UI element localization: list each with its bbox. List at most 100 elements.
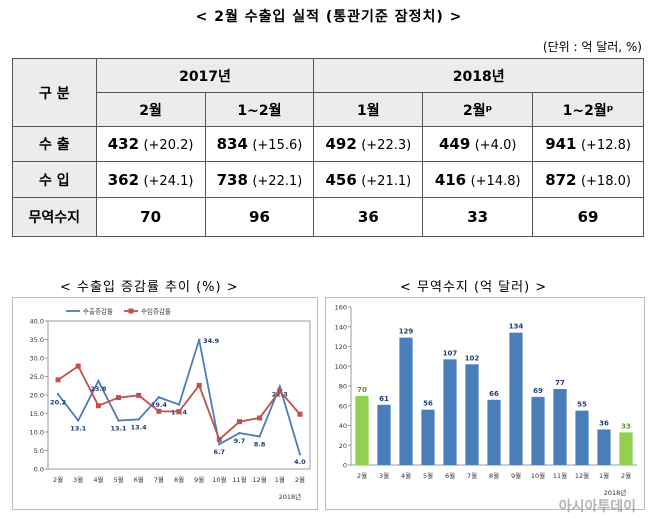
data-label: 56: [423, 400, 433, 408]
table-cell: 96: [204, 197, 315, 237]
x-tick-label: 2월: [357, 471, 367, 480]
table-cell: 456 (+21.1): [313, 161, 424, 198]
table-cell: 738 (+22.1): [204, 161, 315, 198]
x-tick-label: 11월: [232, 475, 246, 484]
y-tick-label: 20.0: [30, 392, 44, 400]
x-tick-label: 3월: [73, 475, 83, 484]
legend-swatch: [128, 308, 134, 314]
y-tick-label: 160: [335, 304, 347, 312]
data-label: 102: [465, 354, 480, 362]
point: [298, 453, 302, 456]
point: [177, 403, 181, 406]
data-label: 6.7: [214, 448, 226, 456]
point: [236, 419, 242, 425]
y-tick-label: 40.0: [30, 318, 44, 326]
y-tick-label: 80: [339, 383, 347, 391]
x-tick-label: 5월: [113, 475, 123, 484]
x-tick-label: 8월: [489, 471, 499, 480]
point: [117, 419, 120, 422]
period-header: 1~2월ᵖ: [532, 92, 644, 127]
corner-cell: 구 분: [12, 58, 97, 127]
x-tick-label: 12월: [575, 471, 589, 480]
chart-frame: [12, 297, 318, 510]
point: [216, 436, 222, 442]
cell-value: 70: [140, 208, 162, 226]
cell-change: (+15.6): [252, 138, 303, 153]
table-cell: 492 (+22.3): [313, 126, 424, 162]
y-tick-label: 30.0: [30, 355, 44, 363]
x-tick-label: 2월: [295, 475, 305, 484]
point: [196, 382, 202, 388]
bar: [421, 409, 435, 465]
point: [277, 388, 283, 394]
data-label: 55: [577, 401, 587, 409]
data-label: 19.4: [151, 401, 168, 409]
cell-change: (+20.2): [143, 138, 194, 153]
cell-change: (+22.1): [252, 173, 303, 189]
data-label: 61: [379, 395, 389, 403]
x-tick-label: 10월: [531, 471, 545, 480]
bar: [377, 404, 391, 465]
bar: [399, 337, 413, 465]
y-tick-label: 100: [335, 363, 347, 371]
data-label: 33: [621, 422, 631, 430]
x-tick-label: 4월: [401, 471, 411, 480]
table-cell: 834 (+15.6): [204, 126, 315, 162]
chart-title: < 수출입 증감률 추이 (%) >: [60, 280, 239, 295]
point: [157, 396, 161, 399]
point: [258, 435, 261, 438]
y-tick-label: 140: [335, 323, 347, 331]
data-label: 23.8: [90, 385, 107, 393]
table-cell: 362 (+24.1): [95, 161, 206, 198]
x-tick-label: 11월: [553, 471, 567, 480]
x-tick-label: 12월: [252, 475, 266, 484]
data-label: 66: [489, 390, 499, 398]
cell-value: 96: [249, 208, 270, 226]
trade-table: 구 분 2017년 2018년 2월 1~2월 1월 2월ᵖ 1~2월ᵖ 수 출…: [12, 58, 644, 237]
point: [77, 419, 80, 422]
x-tick-label: 3월: [379, 471, 389, 480]
unit-note: (단위 : 억 달러, %): [542, 40, 642, 54]
table-cell: 449 (+4.0): [422, 126, 534, 162]
table-cell: 69: [532, 197, 644, 237]
cell-change: (+24.1): [143, 173, 194, 189]
legend-label: 수출증감률: [83, 307, 113, 316]
x-tick-label: 7월: [467, 471, 477, 480]
chart-title: < 무역수지 (억 달러) >: [400, 280, 548, 295]
cell-value: 834: [216, 135, 248, 153]
y-tick-label: 10.0: [30, 429, 44, 437]
point: [176, 409, 182, 415]
x-tick-label: 2월: [621, 471, 631, 480]
y-tick-label: 20: [339, 442, 347, 450]
data-label: 20.2: [50, 398, 66, 406]
data-label: 13.4: [131, 423, 148, 431]
y-tick-label: 0.0: [34, 466, 44, 474]
data-label: 36: [599, 419, 609, 427]
x-tick-label: 5월: [423, 471, 433, 480]
table-cell: 432 (+20.2): [95, 126, 206, 162]
cell-change: (+18.0): [580, 173, 631, 189]
cell-value: 456: [325, 170, 357, 189]
data-label: 13.1: [111, 425, 128, 433]
table-cell: 872 (+18.0): [532, 161, 644, 198]
cell-change: (+4.0): [474, 138, 517, 153]
line-chart: 0.0 5.0 10.0 15.0 20.0 25.0 30.0 35.0 40.0 2월 3월 4월…: [12, 297, 318, 510]
y-tick-label: 60: [339, 402, 347, 410]
point: [297, 411, 303, 417]
table-cell: 36: [313, 197, 424, 237]
x-tick-label: 8월: [174, 475, 184, 484]
data-label: 8.8: [254, 440, 266, 448]
y-tick-label: 15.0: [30, 410, 44, 418]
cell-change: (+22.3): [361, 138, 412, 153]
cell-value: 872: [545, 170, 577, 189]
cell-value: 492: [325, 135, 357, 153]
cell-value: 432: [107, 135, 140, 153]
data-label: 70: [357, 386, 367, 394]
x-tick-label: 9월: [511, 471, 521, 480]
cell-change: (+12.8): [580, 138, 631, 153]
bar: [487, 399, 501, 465]
x-tick-label: 1월: [275, 475, 285, 484]
year-header: 2018년: [313, 58, 644, 93]
point: [116, 395, 122, 401]
